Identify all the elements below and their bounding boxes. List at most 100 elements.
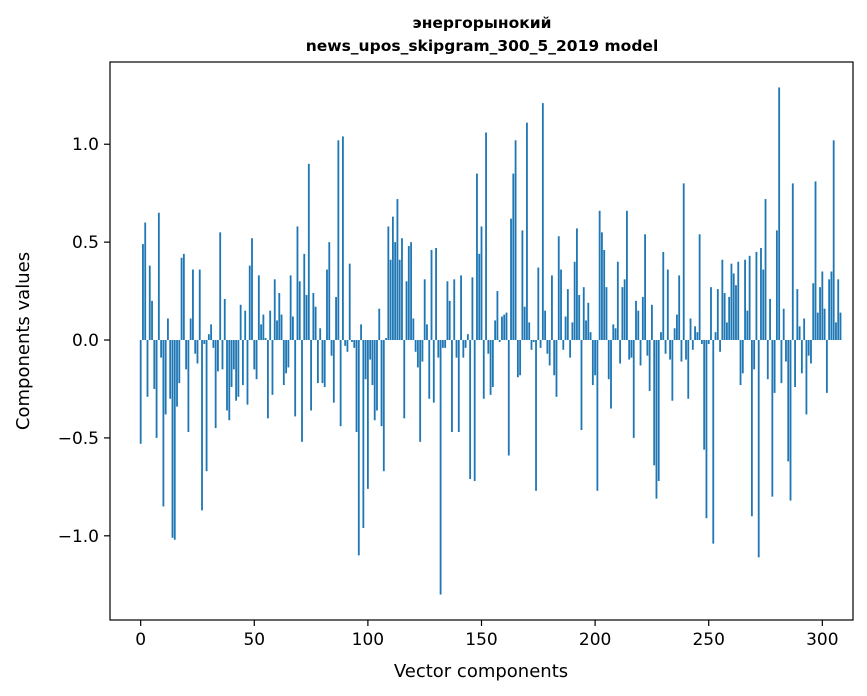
bar xyxy=(637,310,640,341)
bar xyxy=(587,302,590,341)
bar xyxy=(696,332,699,341)
bar xyxy=(814,181,817,341)
bar xyxy=(775,230,778,341)
bar xyxy=(780,340,783,384)
bar xyxy=(444,340,447,348)
bar xyxy=(535,340,537,491)
bar xyxy=(176,340,178,407)
bar xyxy=(294,340,297,417)
bar xyxy=(530,340,533,350)
bar xyxy=(269,310,272,341)
bar xyxy=(762,269,765,341)
bar xyxy=(432,340,435,403)
bar xyxy=(807,340,810,356)
bar xyxy=(566,289,569,341)
bar xyxy=(669,340,671,360)
bar xyxy=(623,279,626,341)
bar xyxy=(496,291,499,341)
bar xyxy=(825,340,828,393)
bar xyxy=(748,255,751,341)
bar xyxy=(476,173,478,341)
bar xyxy=(687,340,690,399)
bar xyxy=(366,340,369,489)
bar xyxy=(219,232,222,341)
bar xyxy=(823,308,826,341)
bar xyxy=(519,340,522,376)
bar xyxy=(148,265,151,341)
bar xyxy=(346,340,349,352)
bar xyxy=(791,183,794,341)
bar xyxy=(162,340,165,507)
bar xyxy=(153,340,156,389)
bar xyxy=(364,340,367,380)
x-tick-label: 0 xyxy=(135,630,146,650)
bar xyxy=(339,340,342,427)
bar xyxy=(255,340,258,380)
bar xyxy=(489,340,492,395)
bar xyxy=(423,279,426,341)
y-tick-label: 1.0 xyxy=(72,135,99,155)
bar xyxy=(755,251,758,341)
bar xyxy=(426,324,428,341)
y-tick-label: 0.5 xyxy=(72,233,99,253)
bar xyxy=(416,340,419,368)
bar xyxy=(441,340,444,348)
bar xyxy=(839,312,842,341)
bar xyxy=(164,340,167,415)
bar xyxy=(773,340,776,393)
bar xyxy=(685,340,687,360)
bar xyxy=(301,340,303,442)
bar xyxy=(239,304,242,341)
bar xyxy=(546,340,549,354)
bar xyxy=(369,340,372,360)
bar xyxy=(560,269,562,341)
bar xyxy=(314,306,317,341)
bar xyxy=(357,340,360,556)
bar xyxy=(180,257,183,341)
x-tick-label: 150 xyxy=(465,630,497,650)
bar xyxy=(471,277,474,341)
bar xyxy=(523,306,526,341)
bar xyxy=(819,287,821,341)
bar xyxy=(232,340,235,370)
bar xyxy=(723,293,726,341)
bar xyxy=(303,253,306,341)
bar xyxy=(710,287,712,341)
bar xyxy=(501,316,503,341)
bar xyxy=(387,226,390,341)
bar xyxy=(728,296,731,341)
bar xyxy=(298,281,301,341)
bar xyxy=(178,340,181,384)
bar xyxy=(771,340,774,497)
bar xyxy=(582,287,585,341)
bar xyxy=(707,340,710,344)
bar xyxy=(812,283,815,341)
bar xyxy=(532,340,535,342)
bar xyxy=(198,269,201,341)
chart-title-line-1: энергорынокий xyxy=(413,14,552,32)
bar xyxy=(598,210,601,341)
y-axis-ticks: −1.0 −0.5 0.0 0.5 1.0 xyxy=(58,135,110,547)
bar xyxy=(732,273,735,341)
bar xyxy=(798,326,801,341)
bar xyxy=(285,340,287,374)
bar xyxy=(689,318,692,341)
bar xyxy=(296,226,299,341)
bar xyxy=(430,249,433,341)
bar xyxy=(539,340,542,348)
bar xyxy=(503,314,506,341)
bar xyxy=(555,340,558,397)
bar xyxy=(676,314,678,341)
bar xyxy=(716,289,719,341)
bar xyxy=(605,287,608,341)
bar xyxy=(828,279,831,341)
bar xyxy=(760,248,762,341)
bar xyxy=(323,340,326,388)
bar xyxy=(348,263,351,341)
bar xyxy=(341,136,344,341)
bar xyxy=(528,322,531,341)
bar xyxy=(571,322,574,341)
bar xyxy=(769,298,771,341)
bar xyxy=(766,340,769,380)
bar xyxy=(610,340,612,409)
